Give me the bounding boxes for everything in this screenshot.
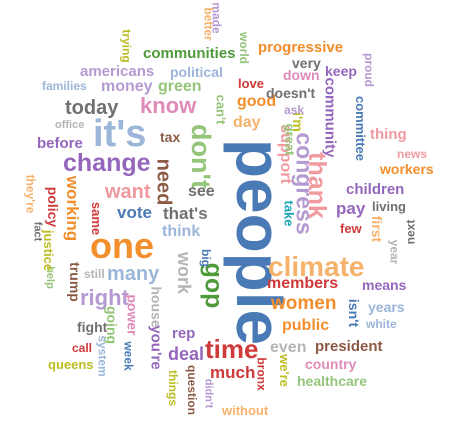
word-living: living (372, 199, 406, 214)
word-week: week (121, 341, 136, 371)
word-country: country (305, 356, 357, 372)
word-members: members (267, 275, 339, 292)
word-news: news (397, 147, 428, 161)
word-know: know (140, 93, 197, 118)
word-white: white (366, 317, 397, 331)
word-today: today (65, 97, 119, 119)
word-president: president (315, 338, 383, 355)
word-before: before (37, 135, 83, 152)
word-made: made (209, 2, 224, 34)
word-take: take (281, 200, 297, 227)
word-day: day (233, 114, 261, 131)
word-one: one (90, 225, 155, 266)
word-didnt: didn't (202, 378, 215, 409)
word-power: power (124, 294, 141, 336)
word-communities: communities (143, 45, 236, 62)
word-much: much (210, 363, 256, 382)
word-community: community (321, 77, 339, 158)
word-healthcare: healthcare (297, 373, 368, 389)
word-house: house (148, 286, 165, 328)
word-political: political (170, 64, 223, 80)
word-think: think (162, 223, 201, 240)
word-thats: that's (163, 204, 208, 223)
word-money: money (101, 78, 153, 95)
word-cant: can't (213, 94, 229, 125)
word-office: office (55, 119, 85, 131)
word-see: see (188, 183, 215, 200)
word-working: working (63, 175, 83, 242)
word-right: right (80, 285, 129, 310)
word-down: down (283, 67, 320, 83)
word-thing: thing (370, 126, 407, 143)
word-few: few (340, 221, 362, 236)
word-americans: americans (80, 63, 155, 80)
word-dont: don't (185, 124, 216, 189)
word-gop: gop (199, 262, 228, 309)
word-question: question (185, 365, 199, 415)
word-climate: climate (268, 251, 365, 282)
word-green: green (158, 78, 202, 95)
word-women: women (271, 293, 337, 314)
word-policy: policy (45, 186, 62, 228)
word-want: want (105, 181, 151, 203)
word-tax: tax (160, 129, 181, 145)
word-proud: proud (362, 53, 376, 87)
word-theyre: they're (23, 174, 38, 214)
word-still: still (84, 267, 105, 281)
word-things: things (166, 370, 180, 406)
word-change: change (63, 149, 151, 177)
word-bronx: bronx (254, 357, 269, 391)
word-its: it's (93, 113, 147, 155)
word-fact: fact (31, 221, 44, 242)
word-committee: committee (353, 95, 369, 162)
word-even: even (270, 339, 307, 356)
word-keep: keep (325, 63, 357, 79)
word-same: same (89, 201, 105, 236)
word-love: love (238, 76, 265, 91)
word-system: system (95, 335, 110, 377)
word-need: need (152, 158, 175, 206)
word-good: good (237, 93, 277, 110)
word-rep: rep (172, 325, 196, 342)
word-doesnt: doesn't (266, 85, 316, 101)
word-first: first (369, 215, 386, 243)
word-justice: justice (41, 229, 57, 272)
word-deal: deal (168, 344, 205, 364)
word-workers: workers (380, 161, 434, 177)
word-isnt: isn't (346, 298, 363, 328)
word-very: very (292, 55, 321, 71)
word-call: call (72, 341, 93, 355)
word-families: families (42, 79, 87, 93)
word-world: world (237, 32, 251, 64)
word-work: work (174, 251, 195, 295)
word-year: year (387, 239, 402, 265)
word-without: without (222, 403, 269, 418)
word-pay: pay (336, 199, 366, 218)
word-fight: fight (77, 319, 108, 335)
word-public: public (282, 317, 330, 334)
word-many: many (107, 263, 160, 285)
word-queens: queens (48, 357, 94, 372)
word-vote: vote (117, 203, 152, 222)
word-years: years (368, 299, 405, 315)
word-time: time (205, 334, 259, 364)
word-next: next (403, 219, 418, 245)
word-were: we're (276, 354, 292, 387)
word-big: big (199, 249, 213, 267)
word-means: means (362, 277, 407, 293)
word-youre: you're (147, 325, 165, 370)
word-trump: trump (66, 262, 83, 302)
word-progressive: progressive (258, 39, 344, 56)
word-children: children (346, 181, 405, 198)
word-ask: ask (284, 103, 305, 117)
word-trying: trying (119, 29, 134, 63)
